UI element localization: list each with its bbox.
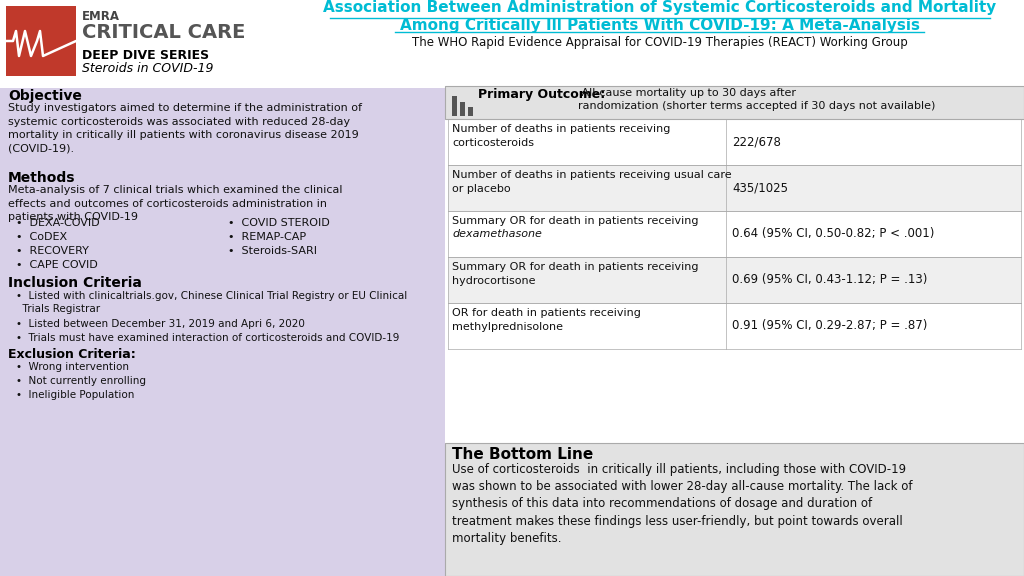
Text: 0.69 (95% CI, 0.43-1.12; P = .13): 0.69 (95% CI, 0.43-1.12; P = .13) (732, 274, 928, 286)
Bar (449, 165, 726, 211)
Text: •  COVID STEROID: • COVID STEROID (228, 218, 330, 228)
Text: DEEP DIVE SERIES: DEEP DIVE SERIES (82, 49, 209, 62)
Bar (449, 211, 726, 257)
Bar (449, 119, 726, 165)
Text: Association Between Administration of Systemic Corticosteroids and Mortality: Association Between Administration of Sy… (324, 0, 996, 15)
Bar (449, 257, 726, 303)
Text: The WHO Rapid Evidence Appraisal for COVID-19 Therapies (REACT) Working Group: The WHO Rapid Evidence Appraisal for COV… (412, 36, 908, 49)
Bar (452, 96, 457, 116)
Text: •  Wrong intervention: • Wrong intervention (16, 362, 129, 372)
Text: •  CoDEX: • CoDEX (16, 232, 68, 242)
Bar (449, 303, 726, 349)
Bar (0, 86, 445, 576)
Text: CRITICAL CARE: CRITICAL CARE (82, 23, 246, 42)
Bar (726, 165, 1021, 211)
Text: EMRA: EMRA (82, 10, 120, 23)
Text: •  Listed between December 31, 2019 and Apri 6, 2020: • Listed between December 31, 2019 and A… (16, 319, 305, 329)
Text: •  Steroids-SARI: • Steroids-SARI (228, 246, 317, 256)
Text: Number of deaths in patients receiving
corticosteroids: Number of deaths in patients receiving c… (452, 124, 671, 147)
Text: Exclusion Criteria:: Exclusion Criteria: (8, 348, 136, 361)
Text: Use of corticosteroids  in critically ill patients, including those with COVID-1: Use of corticosteroids in critically ill… (452, 463, 912, 545)
Text: 0.64 (95% CI, 0.50-0.82; P < .001): 0.64 (95% CI, 0.50-0.82; P < .001) (732, 228, 934, 241)
Bar (0, 0, 1024, 88)
Bar (445, 86, 1024, 119)
Text: Primary Outcome:: Primary Outcome: (478, 88, 605, 101)
Text: Meta-analysis of 7 clinical trials which examined the clinical
effects and outco: Meta-analysis of 7 clinical trials which… (8, 185, 342, 222)
Bar (445, 86, 1024, 119)
Text: 0.91 (95% CI, 0.29-2.87; P = .87): 0.91 (95% CI, 0.29-2.87; P = .87) (732, 320, 928, 332)
Text: Objective: Objective (8, 89, 82, 103)
Text: •  Listed with clinicaltrials.gov, Chinese Clinical Trial Registry or EU Clinica: • Listed with clinicaltrials.gov, Chines… (16, 291, 408, 314)
Bar (445, 443, 1024, 576)
Text: 435/1025: 435/1025 (732, 181, 788, 195)
Bar (460, 102, 465, 116)
Bar (726, 119, 1021, 165)
Text: dexamethasone: dexamethasone (452, 229, 542, 239)
Text: •  Trials must have examined interaction of corticosteroids and COVID-19: • Trials must have examined interaction … (16, 333, 399, 343)
Text: •  CAPE COVID: • CAPE COVID (16, 260, 97, 270)
Text: Summary OR for death in patients receiving
hydrocortisone: Summary OR for death in patients receivi… (452, 262, 698, 286)
Text: 222/678: 222/678 (732, 135, 781, 149)
Text: Study investigators aimed to determine if the administration of
systemic cortico: Study investigators aimed to determine i… (8, 103, 362, 154)
Bar (726, 303, 1021, 349)
Text: OR for death in patients receiving
methylprednisolone: OR for death in patients receiving methy… (452, 308, 641, 332)
Text: •  RECOVERY: • RECOVERY (16, 246, 89, 256)
Text: Methods: Methods (8, 171, 76, 185)
Text: •  DEXA-COVID: • DEXA-COVID (16, 218, 99, 228)
Bar (726, 257, 1021, 303)
Text: Steroids in COVID-19: Steroids in COVID-19 (82, 62, 213, 75)
Text: Inclusion Criteria: Inclusion Criteria (8, 276, 142, 290)
Bar (445, 443, 1024, 576)
Text: •  REMAP-CAP: • REMAP-CAP (228, 232, 306, 242)
Text: Summary OR for death in patients receiving: Summary OR for death in patients receivi… (452, 216, 698, 226)
Text: All-cause mortality up to 30 days after
randomization (shorter terms accepted if: All-cause mortality up to 30 days after … (578, 88, 935, 111)
Bar (468, 107, 473, 116)
Bar (726, 211, 1021, 257)
Text: •  Ineligible Population: • Ineligible Population (16, 390, 134, 400)
Text: •  Not currently enrolling: • Not currently enrolling (16, 376, 146, 386)
Text: The Bottom Line: The Bottom Line (452, 447, 593, 462)
Text: Number of deaths in patients receiving usual care
or placebo: Number of deaths in patients receiving u… (452, 170, 731, 194)
Bar (6, 6, 76, 76)
Text: Among Critically Ill Patients With COVID-19: A Meta-Analysis: Among Critically Ill Patients With COVID… (400, 18, 920, 33)
